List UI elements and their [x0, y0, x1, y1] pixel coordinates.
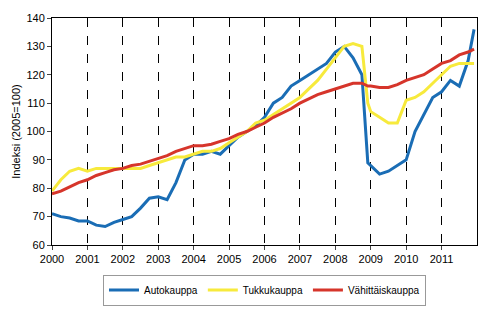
svg-text:Tukkukauppa: Tukkukauppa — [243, 285, 303, 296]
svg-text:90: 90 — [33, 154, 45, 166]
svg-text:70: 70 — [33, 210, 45, 222]
svg-text:100: 100 — [26, 125, 44, 137]
svg-text:2009: 2009 — [359, 253, 383, 265]
svg-text:2011: 2011 — [430, 253, 454, 265]
svg-text:2006: 2006 — [252, 253, 276, 265]
svg-text:120: 120 — [26, 69, 44, 81]
svg-text:2005: 2005 — [217, 253, 241, 265]
svg-text:Indeksi (2005=100): Indeksi (2005=100) — [10, 84, 22, 178]
svg-text:60: 60 — [33, 239, 45, 251]
svg-text:110: 110 — [27, 97, 45, 109]
svg-text:2003: 2003 — [146, 253, 170, 265]
svg-text:2007: 2007 — [288, 253, 312, 265]
svg-text:2008: 2008 — [323, 253, 347, 265]
svg-text:130: 130 — [26, 40, 44, 52]
svg-text:2010: 2010 — [394, 253, 418, 265]
svg-text:Autokauppa: Autokauppa — [144, 285, 198, 296]
svg-text:2000: 2000 — [40, 253, 64, 265]
svg-text:Vähittäiskauppa: Vähittäiskauppa — [348, 285, 420, 296]
svg-text:140: 140 — [26, 12, 44, 24]
svg-text:2001: 2001 — [75, 253, 99, 265]
svg-text:80: 80 — [33, 182, 45, 194]
svg-text:Lähde: Tilastokeskus: Lähde: Tilastokeskus — [12, 322, 115, 323]
svg-text:2004: 2004 — [181, 253, 205, 265]
svg-text:2002: 2002 — [111, 253, 135, 265]
